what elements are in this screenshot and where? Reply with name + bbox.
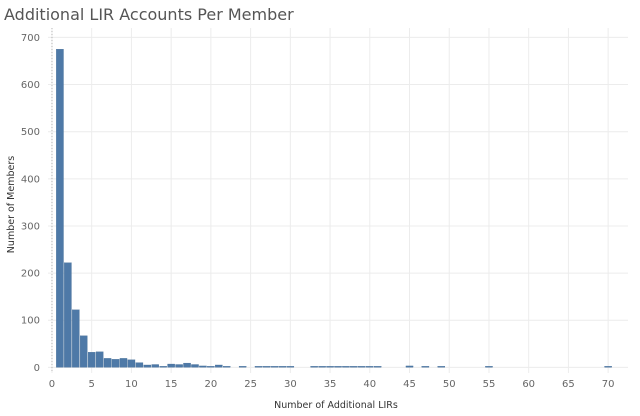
histogram-bar: [87, 352, 96, 368]
grid-lines: [48, 28, 628, 373]
histogram-bar: [72, 309, 80, 368]
histogram-bar: [334, 366, 342, 368]
x-tick-label: 45: [403, 379, 416, 390]
x-tick-label: 10: [125, 379, 138, 390]
y-tick-label: 400: [21, 174, 40, 185]
y-tick-label: 600: [21, 80, 40, 91]
x-tick-label: 30: [284, 379, 297, 390]
histogram-bar: [286, 366, 295, 368]
chart-title: Additional LIR Accounts Per Member: [4, 5, 294, 24]
histogram-bar: [135, 362, 144, 368]
histogram-bar: [485, 366, 493, 368]
histogram-bar: [143, 364, 152, 368]
histogram-bar: [56, 49, 64, 368]
bars: [56, 49, 612, 368]
histogram-bar: [159, 366, 167, 368]
x-axis-title: Number of Additional LIRs: [274, 400, 398, 411]
histogram-bar: [366, 366, 374, 368]
histogram-bar: [183, 362, 191, 368]
histogram-bar: [167, 363, 175, 368]
y-tick-label: 200: [21, 269, 40, 280]
histogram-bar: [103, 358, 112, 368]
x-tick-label: 20: [205, 379, 218, 390]
histogram-bar: [80, 335, 88, 368]
histogram-bar: [262, 366, 271, 368]
x-tick-label: 35: [324, 379, 337, 390]
histogram-bar: [111, 359, 120, 368]
x-tick-label: 65: [562, 379, 575, 390]
x-tick-label: 5: [89, 379, 95, 390]
histogram-bar: [64, 262, 72, 368]
x-tick-label: 50: [443, 379, 456, 390]
x-tick-label: 70: [602, 379, 615, 390]
axes: 0 5 10 15 20 25 30 35 40 45 50 55 60 65 70010020030040…: [21, 28, 615, 390]
y-tick-label: 700: [21, 33, 40, 44]
histogram-bar: [223, 366, 231, 368]
x-tick-label: 25: [244, 379, 257, 390]
histogram-bar: [119, 358, 128, 368]
x-tick-label: 55: [483, 379, 496, 390]
y-tick-label: 300: [21, 221, 40, 232]
y-tick-label: 100: [21, 316, 40, 327]
histogram-bar: [310, 366, 318, 368]
histogram-bar: [238, 366, 247, 368]
histogram-bar: [278, 366, 287, 368]
histogram-bar: [318, 366, 326, 368]
y-tick-label: 500: [21, 127, 40, 138]
histogram-bar: [405, 365, 414, 368]
y-tick-label: 0: [34, 363, 40, 374]
histogram-bar: [326, 366, 334, 368]
histogram-bar: [270, 366, 279, 368]
histogram-bar: [374, 366, 382, 368]
histogram-bar: [95, 351, 104, 368]
histogram-bar: [191, 364, 199, 368]
histogram-bar: [358, 366, 366, 368]
histogram-bar: [207, 366, 215, 368]
histogram-bar: [437, 366, 446, 368]
x-tick-label: 60: [522, 379, 535, 390]
histogram-bar: [199, 365, 207, 368]
histogram-bar: [215, 364, 223, 368]
x-tick-label: 15: [165, 379, 178, 390]
histogram-bar: [175, 364, 183, 368]
histogram-bar: [342, 366, 350, 368]
histogram-bar: [350, 366, 358, 368]
histogram-bar: [127, 359, 136, 368]
histogram-bar: [421, 366, 430, 368]
y-axis-title: Number of Members: [6, 156, 17, 253]
histogram-bar: [151, 364, 159, 368]
x-tick-label: 0: [49, 379, 55, 390]
x-tick-label: 40: [363, 379, 376, 390]
histogram-bar: [604, 366, 612, 368]
histogram-bar: [254, 366, 263, 368]
